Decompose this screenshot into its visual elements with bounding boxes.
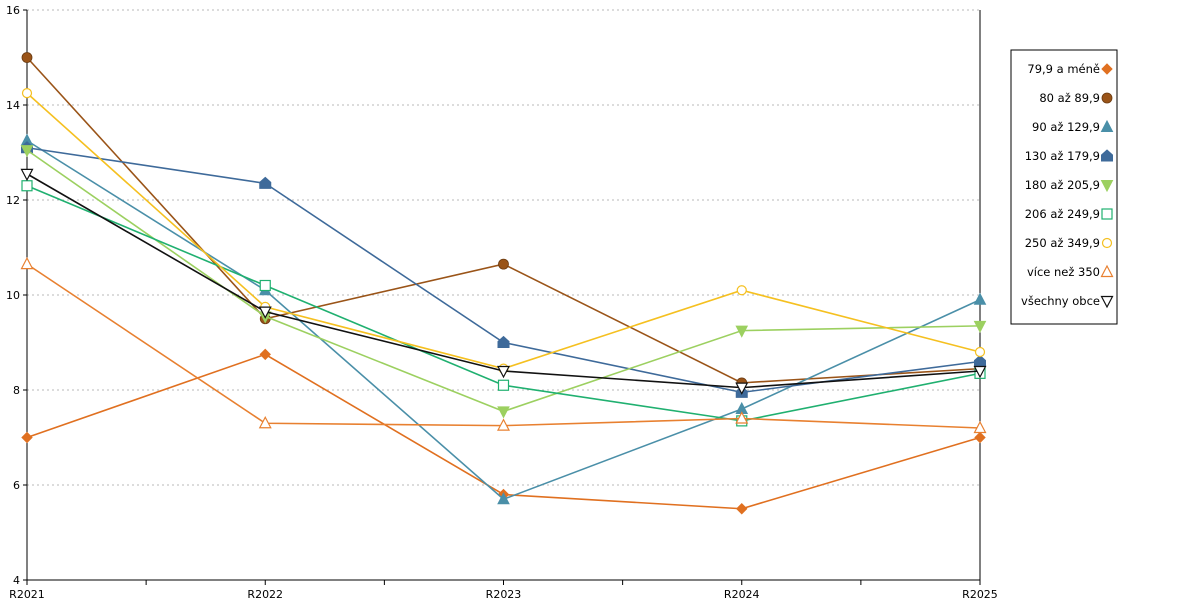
- legend-marker: [1101, 149, 1113, 162]
- data-point: [735, 325, 749, 338]
- y-tick-label: 12: [6, 194, 20, 207]
- x-tick-label: R2024: [724, 588, 760, 600]
- legend-marker: [1100, 295, 1114, 309]
- y-tick-label: 10: [6, 289, 20, 302]
- data-point: [973, 320, 987, 333]
- data-point: [974, 346, 986, 358]
- x-tick-label: R2022: [247, 588, 283, 600]
- series-line: [26, 139, 981, 501]
- x-tick-label: R2025: [962, 588, 998, 600]
- legend-label: všechny obce: [1021, 294, 1100, 308]
- y-tick-label: 14: [6, 99, 20, 112]
- data-point: [21, 431, 33, 444]
- legend-label: 206 až 249,9: [1025, 207, 1100, 221]
- data-point: [973, 420, 987, 434]
- y-tick-label: 16: [6, 4, 20, 17]
- legend-label: více než 350: [1027, 265, 1100, 279]
- data-point: [973, 365, 987, 379]
- data-point: [20, 145, 34, 158]
- data-point: [497, 379, 510, 391]
- legend-label: 80 až 89,9: [1039, 91, 1100, 105]
- legend: 79,9 a méně 80 až 89,9 90 až 129,9 130 až 1…: [1010, 49, 1118, 325]
- data-point: [974, 431, 986, 444]
- y-tick-label: 8: [13, 384, 20, 397]
- legend-label: 79,9 a méně: [1027, 62, 1100, 76]
- data-point: [20, 256, 34, 270]
- series-line: [26, 146, 981, 394]
- series-7: [20, 256, 987, 434]
- y-tick-label: 4: [13, 574, 20, 587]
- axes: 4 6 8 10 12 14 16 R2021 R2022 R2023 R2024 R2025: [6, 4, 998, 600]
- legend-marker: [1101, 92, 1113, 104]
- series-line: [26, 173, 981, 389]
- legend-marker: [1101, 63, 1113, 75]
- data-point: [497, 406, 510, 419]
- data-point: [21, 88, 33, 99]
- y-tick-label: 6: [13, 479, 20, 492]
- data-point: [259, 348, 271, 361]
- data-point: [735, 411, 749, 424]
- data-point: [21, 180, 33, 192]
- data-point: [20, 168, 34, 182]
- series-group: [20, 52, 987, 515]
- data-point: [258, 306, 272, 319]
- data-point: [974, 354, 986, 367]
- data-point: [497, 418, 510, 431]
- series-line: [26, 56, 981, 384]
- data-point: [736, 285, 747, 296]
- legend-marker: [1101, 208, 1113, 220]
- data-point: [259, 279, 271, 292]
- data-point: [497, 365, 510, 379]
- data-point: [497, 335, 510, 348]
- legend-label: 250 až 349,9: [1025, 236, 1100, 250]
- legend-label: 180 až 205,9: [1025, 178, 1100, 192]
- legend-marker: [1100, 264, 1114, 278]
- legend-box: [1010, 49, 1118, 325]
- data-point: [258, 415, 272, 429]
- legend-label: 130 až 179,9: [1025, 149, 1100, 163]
- legend-label: 90 až 129,9: [1032, 120, 1100, 134]
- data-point: [736, 503, 748, 515]
- data-point: [735, 382, 749, 395]
- legend-marker: [1100, 180, 1114, 193]
- legend-marker: [1101, 237, 1113, 249]
- data-point: [259, 176, 272, 189]
- data-point: [498, 258, 509, 270]
- series-2: [20, 133, 987, 505]
- data-point: [497, 492, 510, 505]
- data-point: [973, 292, 987, 305]
- series-8: [20, 168, 987, 395]
- series-6: [21, 88, 986, 374]
- series-4: [20, 145, 987, 419]
- x-tick-label: R2021: [9, 588, 45, 600]
- data-point: [21, 52, 33, 63]
- legend-marker: [1100, 119, 1114, 132]
- x-tick-label: R2023: [486, 588, 522, 600]
- series-3: [21, 141, 986, 398]
